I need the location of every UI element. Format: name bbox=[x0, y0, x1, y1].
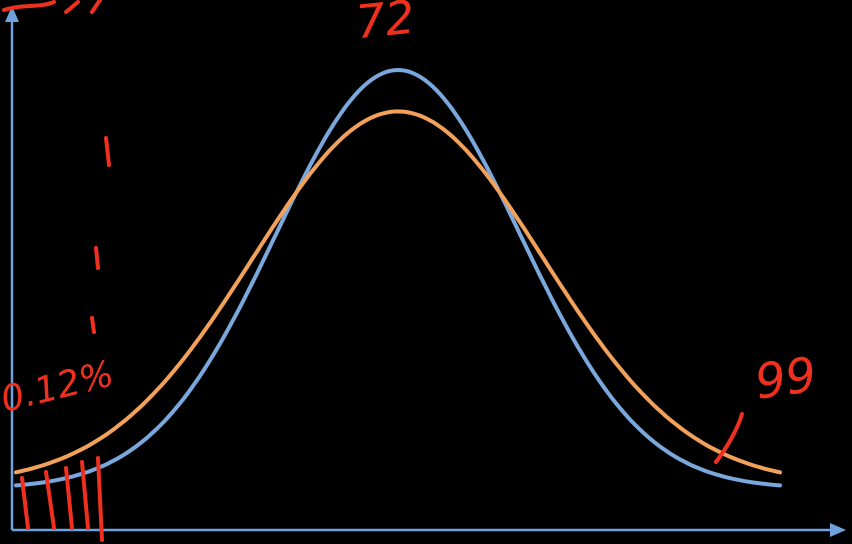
hand-mark-dash-1 bbox=[104, 136, 111, 167]
axes bbox=[5, 6, 846, 537]
annotation-labels: 72 0.12% 99 bbox=[0, 0, 820, 421]
annotation-right-tail-label: 99 bbox=[752, 347, 820, 411]
series-line-1 bbox=[14, 67, 782, 488]
handwritten-annotations bbox=[2, 0, 744, 542]
hatch-mark-2 bbox=[44, 470, 56, 530]
hand-scribble-top-left bbox=[2, 0, 102, 14]
series-line-2 bbox=[14, 109, 782, 475]
hand-mark-dash-3 bbox=[90, 316, 96, 334]
hand-slash-right bbox=[714, 412, 744, 464]
annotation-left-tail-label: 0.12% bbox=[0, 353, 118, 420]
y-axis-arrow bbox=[5, 6, 19, 22]
hatch-mark-1 bbox=[20, 476, 30, 530]
series-layer bbox=[14, 67, 782, 488]
hatch-mark-5 bbox=[96, 456, 104, 542]
hand-mark-dash-2 bbox=[94, 246, 100, 270]
x-axis-arrow bbox=[830, 523, 846, 537]
hatch-mark-3 bbox=[64, 466, 74, 530]
annotation-peak-label: 72 bbox=[353, 0, 417, 49]
hatch-mark-4 bbox=[80, 460, 90, 530]
